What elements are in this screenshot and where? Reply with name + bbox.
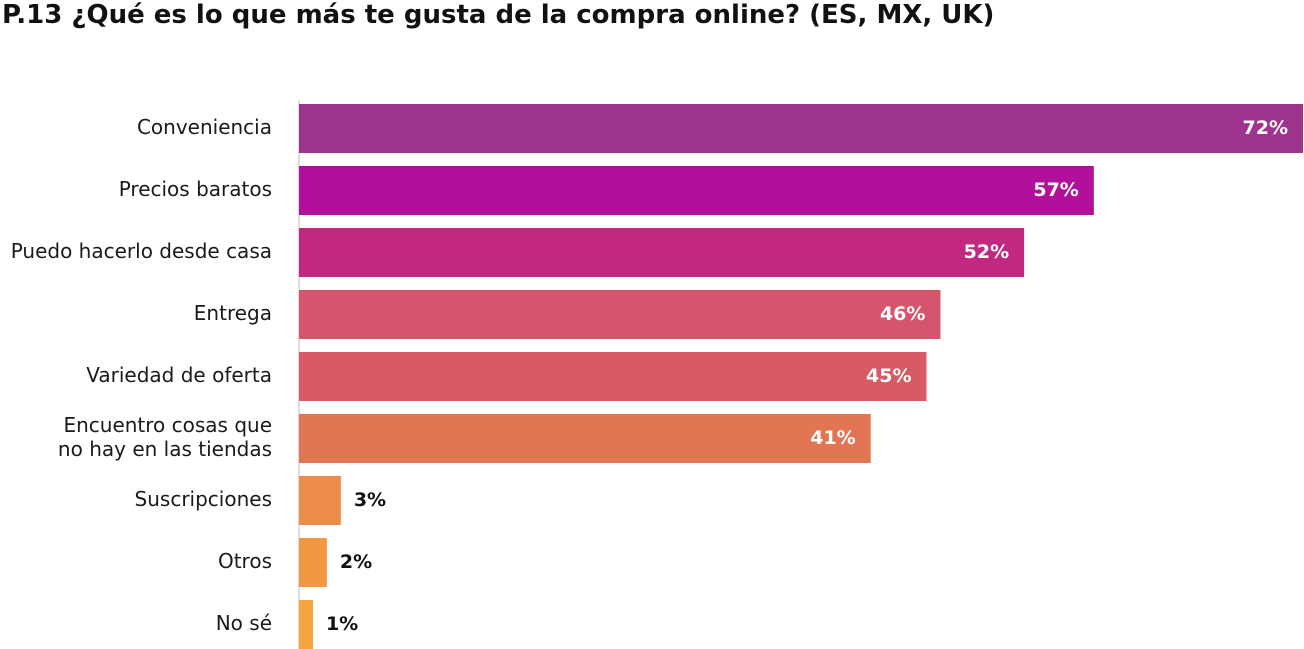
value-label: 1% [326, 613, 358, 635]
value-label: 46% [880, 303, 925, 325]
bar [299, 228, 1025, 277]
category-label: Precios baratos [119, 177, 272, 201]
value-label: 57% [1033, 179, 1078, 201]
bar [299, 600, 313, 649]
bar [299, 104, 1303, 153]
category-label: Suscripciones [135, 487, 272, 511]
value-label: 41% [810, 427, 855, 449]
bar [299, 290, 941, 339]
value-label: 2% [340, 551, 372, 573]
category-label: Entrega [194, 301, 272, 325]
value-label: 52% [964, 241, 1009, 263]
value-label: 72% [1243, 117, 1288, 139]
chart-title: P.13 ¿Qué es lo que más te gusta de la c… [2, 0, 995, 30]
category-label: Encuentro cosas que no hay en las tiendas [58, 413, 272, 461]
bar [299, 414, 871, 463]
bar [299, 538, 327, 587]
bar [299, 166, 1094, 215]
category-label: Conveniencia [137, 115, 272, 139]
category-label: Otros [218, 549, 272, 573]
bar [299, 476, 341, 525]
category-label: No sé [216, 611, 272, 635]
bar [299, 352, 927, 401]
value-label: 45% [866, 365, 911, 387]
category-label: Variedad de oferta [86, 363, 272, 387]
value-label: 3% [354, 489, 386, 511]
category-label: Puedo hacerlo desde casa [11, 239, 272, 263]
